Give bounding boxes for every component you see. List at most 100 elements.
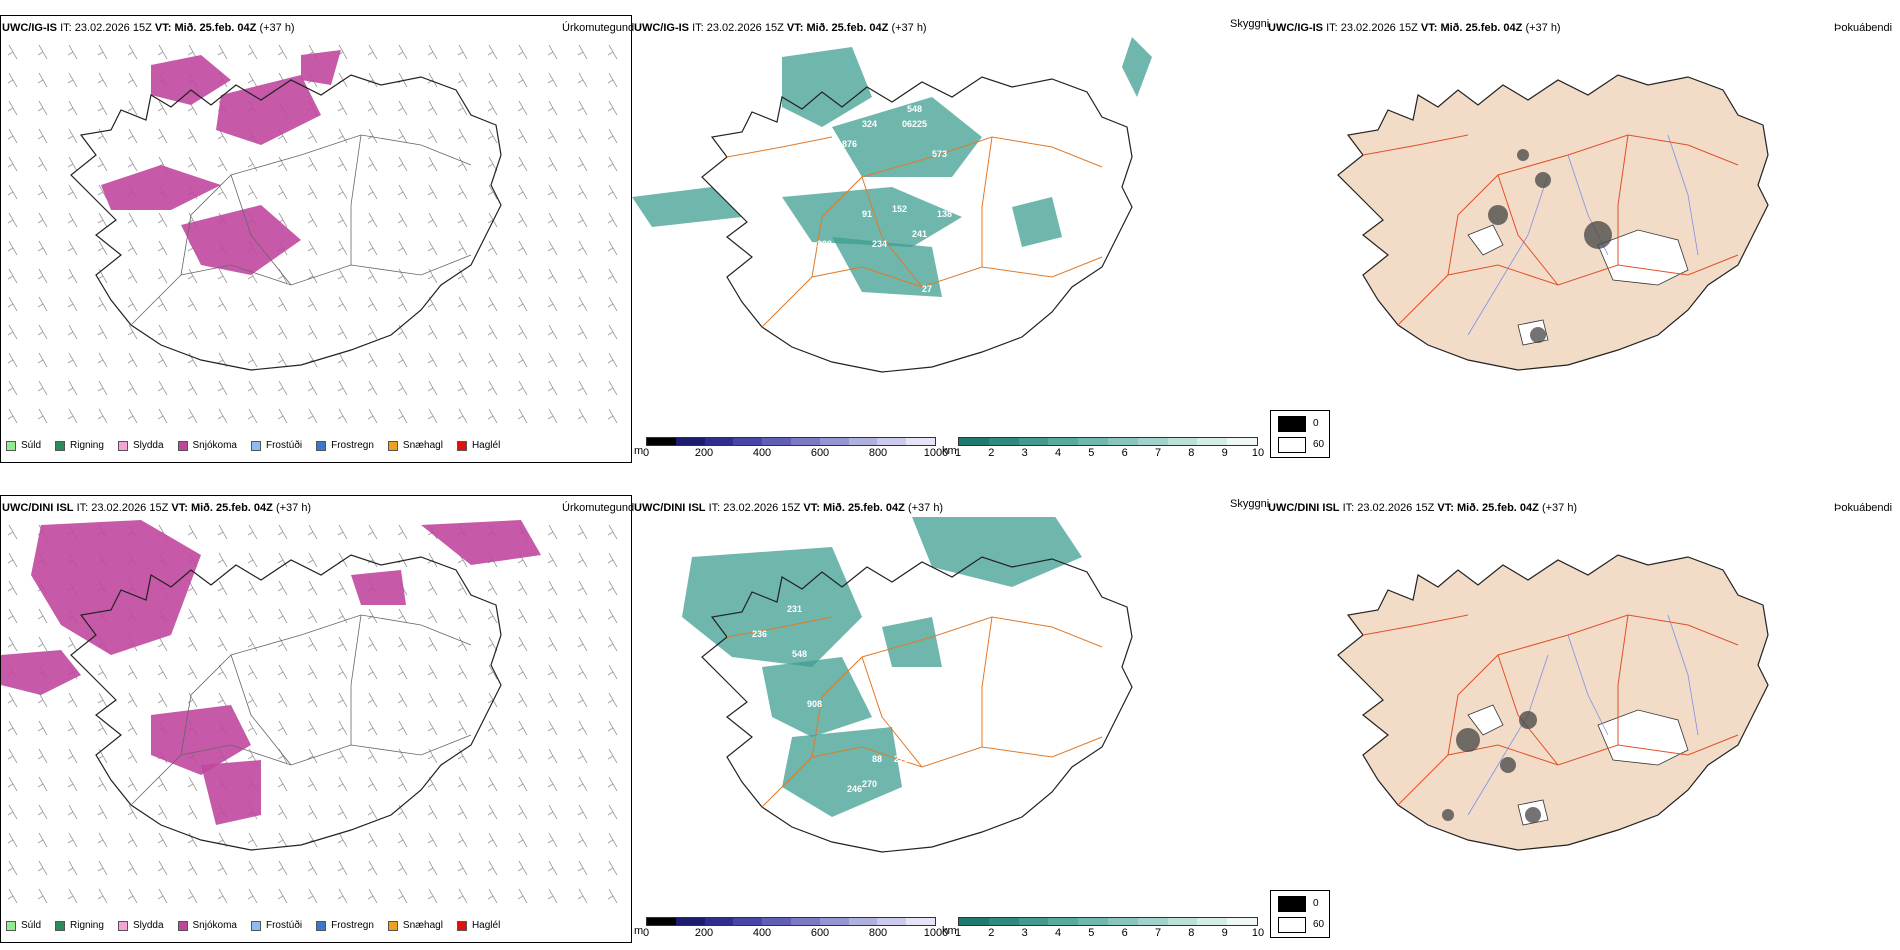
wind-barb (127, 832, 138, 848)
colorbar-cell (1018, 918, 1049, 925)
wind-barb (517, 128, 528, 144)
wind-barb (67, 720, 78, 736)
wind-barb (367, 748, 378, 764)
wind-barb (517, 212, 528, 228)
wind-barb (67, 692, 78, 708)
wind-barb (7, 44, 18, 60)
colorbar-cell (647, 918, 676, 925)
vis-map[interactable]: 231 236 548 908 88 271 246 270 11 (632, 517, 1267, 912)
fog-header: UWC/DINI ISL IT: 23.02.2026 15Z VT: Mið.… (1268, 502, 1577, 514)
wind-barb (487, 608, 498, 624)
colorbar-tick: 7 (1154, 447, 1162, 459)
wind-barb (397, 888, 408, 904)
wind-barb (37, 860, 48, 876)
legend-swatch (456, 440, 467, 451)
low-visibility-area (782, 47, 872, 127)
wind-barb (157, 212, 168, 228)
cloud-base-label: 548 (792, 649, 807, 659)
wind-barb (397, 524, 408, 540)
precip-map[interactable] (1, 515, 631, 910)
wind-barb (7, 100, 18, 116)
wind-barb (187, 524, 198, 540)
wind-barb (397, 748, 408, 764)
wind-barb (457, 44, 468, 60)
wind-barb (7, 580, 18, 596)
wind-barb (457, 408, 468, 424)
wind-barb (67, 156, 78, 172)
model-name: UWC/IG-IS (634, 22, 689, 34)
legend-swatch (250, 440, 261, 451)
colorbar-cell (1167, 918, 1198, 925)
wind-barb (127, 212, 138, 228)
fog-map[interactable] (1268, 35, 1898, 430)
wind-barb (37, 804, 48, 820)
wind-barb (457, 720, 468, 736)
colorbar-cell (848, 438, 878, 445)
wind-barb (217, 552, 228, 568)
issue-time: IT: 23.02.2026 15Z (1342, 502, 1435, 514)
wind-barb (97, 888, 108, 904)
fog-map[interactable] (1268, 515, 1898, 910)
colorbar-cell (877, 438, 907, 445)
wind-barb (487, 580, 498, 596)
colorbar-tick: 8 (1188, 447, 1195, 459)
cloud-base-label: 231 (787, 604, 802, 614)
colorbar-cell (1018, 438, 1049, 445)
colorbar-cell (1227, 438, 1257, 445)
legend-swatch (6, 920, 16, 931)
glaciers (1467, 224, 1689, 346)
wind-barb (97, 212, 108, 228)
cloud-base-label: 324 (862, 119, 877, 129)
wind-barb (397, 692, 408, 708)
wind-barb (307, 268, 318, 284)
fog-legend: 0 60 (1270, 890, 1330, 938)
wind-barb (517, 100, 528, 116)
precip-panel-frame (0, 495, 632, 943)
wind-barb (487, 860, 498, 876)
wind-barb (367, 156, 378, 172)
wind-barb (397, 860, 408, 876)
colorbar-cell (733, 438, 763, 445)
wind-barb (157, 692, 168, 708)
wind-barb (487, 240, 498, 256)
road-network (130, 614, 472, 806)
wind-barb (577, 100, 588, 116)
wind-barb (367, 212, 378, 228)
wind-barb (397, 664, 408, 680)
fog-spot (1456, 728, 1480, 752)
legend-item: Snæhagl (387, 920, 443, 931)
legend-label: Súld (21, 920, 42, 931)
colorbar-tick: 10 (1251, 927, 1265, 939)
wind-barb (187, 380, 198, 396)
fog-spot (1584, 221, 1612, 249)
wind-barb (67, 184, 78, 200)
wind-barb (547, 128, 558, 144)
wind-barb (337, 100, 348, 116)
wind-barb (427, 380, 438, 396)
valid-time: VT: Mið. 25.feb. 04Z (171, 502, 273, 514)
legend-item: Frostregn (316, 440, 374, 451)
wind-barb (487, 100, 498, 116)
wind-barb (157, 100, 168, 116)
wind-barb (307, 860, 318, 876)
iceland-outline (701, 76, 1133, 373)
wind-barb (337, 324, 348, 340)
colorbar-cell (848, 918, 878, 925)
wind-barb (67, 72, 78, 88)
road-network (1362, 614, 1739, 806)
wind-barb (517, 268, 528, 284)
wind-barb (127, 776, 138, 792)
precip-map[interactable] (1, 35, 631, 430)
wind-barb (67, 776, 78, 792)
wind-barb (307, 636, 318, 652)
legend-swatch (250, 920, 261, 931)
wind-barb (247, 324, 258, 340)
legend-swatch (387, 440, 398, 451)
colorbar-cell (1197, 438, 1228, 445)
wind-barb (247, 608, 258, 624)
wind-barb (607, 552, 618, 568)
wind-barb (247, 580, 258, 596)
wind-barb (97, 184, 108, 200)
